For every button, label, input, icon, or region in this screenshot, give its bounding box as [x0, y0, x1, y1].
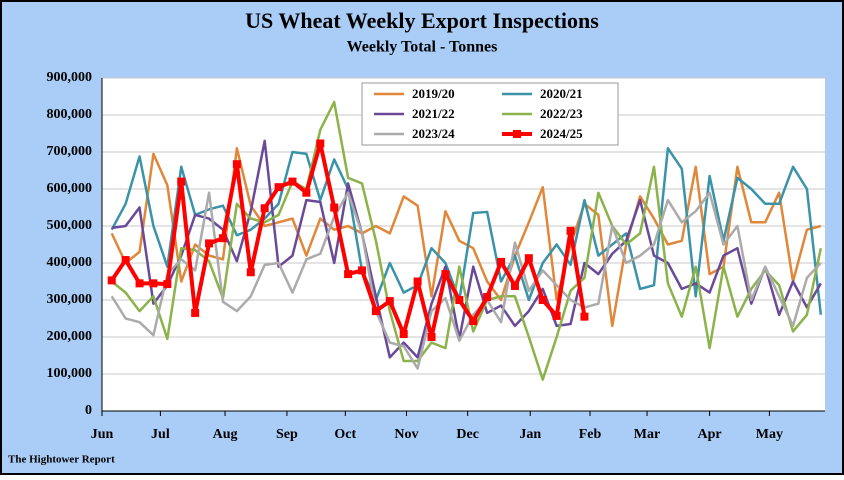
x-tick-label: Mar [634, 427, 660, 442]
point-marker [330, 203, 339, 212]
point-marker [149, 279, 158, 288]
x-tick-label: Jan [519, 427, 541, 442]
x-tick-label: Aug [213, 427, 238, 442]
series-line [110, 100, 823, 381]
point-marker [524, 254, 533, 263]
point-marker [344, 270, 353, 279]
x-tick-label: Oct [334, 427, 356, 442]
series-line [110, 147, 823, 315]
point-marker [385, 297, 394, 306]
y-tick-label: 400,000 [47, 255, 93, 270]
point-marker [441, 270, 450, 279]
point-marker [580, 312, 589, 321]
x-tick-label: Dec [456, 427, 479, 442]
point-marker [510, 281, 519, 290]
y-tick-label: 600,000 [47, 181, 93, 196]
point-marker [399, 330, 408, 339]
point-marker [469, 317, 478, 326]
point-marker [107, 276, 116, 285]
x-tick-label: May [756, 427, 783, 442]
point-marker [497, 257, 506, 266]
x-tick-label: Feb [579, 427, 602, 442]
chart-subtitle: Weekly Total - Tonnes [347, 39, 498, 56]
point-marker [316, 139, 325, 148]
point-marker [413, 277, 422, 286]
y-tick-label: 700,000 [47, 144, 93, 159]
legend-label: 2023/24 [412, 126, 455, 141]
series-line [110, 191, 822, 370]
point-marker [455, 296, 464, 304]
y-tick-label: 900,000 [47, 70, 93, 85]
y-tick-label: 800,000 [47, 107, 93, 122]
y-tick-label: 500,000 [47, 218, 93, 233]
x-tick-label: Jul [151, 427, 170, 442]
x-tick-label: Sep [276, 427, 298, 442]
point-marker [205, 239, 214, 248]
legend-label: 2022/23 [540, 106, 583, 121]
legend-box [361, 82, 619, 146]
y-tick-label: 0 [85, 403, 92, 418]
point-marker [260, 204, 269, 213]
point-marker [232, 160, 241, 169]
point-marker [566, 226, 575, 235]
point-marker [246, 268, 255, 277]
legend-label: 2021/22 [412, 106, 455, 121]
point-marker [538, 296, 547, 304]
point-marker [302, 188, 311, 197]
point-marker [552, 311, 561, 320]
point-marker [135, 279, 144, 288]
y-tick-label: 200,000 [47, 329, 93, 344]
point-marker [177, 177, 186, 186]
series-group [107, 100, 823, 381]
legend-label: 2024/25 [540, 126, 583, 141]
point-marker [218, 234, 227, 243]
point-marker [191, 308, 200, 317]
point-marker [358, 266, 367, 275]
point-marker [427, 333, 436, 341]
x-tick-label: Apr [698, 427, 722, 442]
point-marker [163, 280, 172, 289]
x-tick-label: Nov [394, 427, 418, 442]
y-tick-label: 300,000 [47, 292, 93, 307]
point-marker [371, 307, 380, 316]
point-marker [483, 293, 492, 302]
legend-label: 2019/20 [412, 86, 455, 101]
legend-label: 2020/21 [540, 86, 583, 101]
footer: The Hightower Report [8, 454, 115, 466]
chart-title: US Wheat Weekly Export Inspections [245, 8, 599, 33]
legend-marker [513, 130, 521, 138]
point-marker [121, 256, 130, 265]
x-tick-label: Jun [91, 427, 114, 442]
legend: 2019/20 2020/21 2021/22 2022/23 2023/24 2024/… [361, 82, 619, 146]
grid [101, 77, 825, 416]
y-tick-label: 100,000 [47, 366, 93, 381]
point-marker [274, 183, 283, 192]
point-marker [288, 177, 297, 186]
